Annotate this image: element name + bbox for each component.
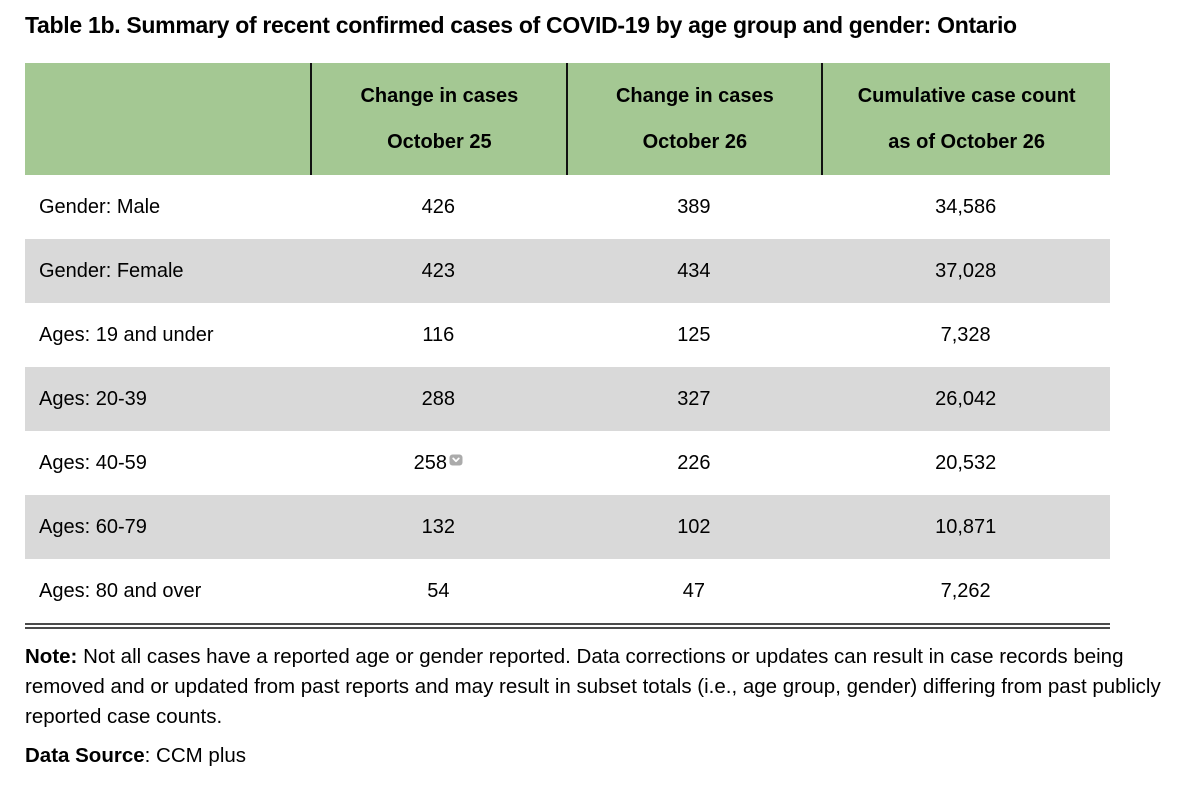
cell-change-oct26: 226 xyxy=(677,451,711,474)
header-col-change-oct25: Change in cases October 25 xyxy=(310,63,566,175)
row-label: Ages: 19 and under xyxy=(39,323,214,346)
cell-change-oct25: 116 xyxy=(422,323,455,346)
header-line2: October 26 xyxy=(642,131,748,153)
cell-cumulative: 34,586 xyxy=(935,195,997,218)
data-source-label: Data Source xyxy=(25,744,145,767)
cell-change-oct25: 258 xyxy=(310,452,566,475)
table-row-ages-20-39: Ages: 20-39 288 327 26,042 xyxy=(25,367,1110,431)
table-row-ages-80-over: Ages: 80 and over 54 47 7,262 xyxy=(25,559,1110,623)
covid-summary-table: Change in cases October 25 Change in cas… xyxy=(25,63,1110,629)
cell-cumulative: 10,871 xyxy=(935,515,997,538)
header-line1: Cumulative case count xyxy=(857,85,1076,107)
header-line2: October 25 xyxy=(387,131,492,153)
chevron-down-badge-icon[interactable] xyxy=(449,454,463,466)
cell-cumulative: 37,028 xyxy=(935,259,997,282)
table-row-gender-male: Gender: Male 426 389 34,586 xyxy=(25,175,1110,239)
cell-change-oct26: 125 xyxy=(677,323,711,346)
data-source-value: : CCM plus xyxy=(144,744,247,767)
header-col-change-oct26: Change in cases October 26 xyxy=(566,63,821,175)
table-row-ages-19-under: Ages: 19 and under 116 125 7,328 xyxy=(25,303,1110,367)
cell-change-oct26: 327 xyxy=(677,387,711,410)
table-row-ages-60-79: Ages: 60-79 132 102 10,871 xyxy=(25,495,1110,559)
cell-change-oct25: 288 xyxy=(421,387,456,410)
table-row-gender-female: Gender: Female 423 434 37,028 xyxy=(25,239,1110,303)
cell-value: 258 xyxy=(413,451,448,474)
cell-cumulative: 7,262 xyxy=(940,579,991,602)
data-source-text: Data Source: CCM plus xyxy=(25,741,1200,771)
table-header-row: Change in cases October 25 Change in cas… xyxy=(25,63,1110,175)
note-label: Note: xyxy=(25,645,78,668)
report-page: Table 1b. Summary of recent confirmed ca… xyxy=(25,12,1200,771)
cell-change-oct25: 132 xyxy=(421,515,456,538)
row-label: Gender: Male xyxy=(39,195,161,218)
cell-cumulative: 26,042 xyxy=(935,387,997,410)
cell-change-oct25: 54 xyxy=(427,579,450,602)
row-label: Gender: Female xyxy=(39,259,184,282)
cell-change-oct26: 434 xyxy=(677,259,711,282)
note-body: Not all cases have a reported age or gen… xyxy=(25,645,1161,728)
header-line2: as of October 26 xyxy=(888,131,1046,153)
cell-change-oct26: 47 xyxy=(682,579,705,602)
table-title: Table 1b. Summary of recent confirmed ca… xyxy=(25,12,1017,38)
cell-change-oct25: 426 xyxy=(421,195,456,218)
header-col-cumulative: Cumulative case count as of October 26 xyxy=(821,63,1110,175)
row-label: Ages: 60-79 xyxy=(39,515,147,538)
cell-change-oct25: 423 xyxy=(421,259,456,282)
row-label: Ages: 80 and over xyxy=(39,579,202,602)
header-empty-cell xyxy=(25,63,310,175)
header-line1: Change in cases xyxy=(360,85,519,107)
note-text: Note: Not all cases have a reported age … xyxy=(25,642,1188,732)
cell-cumulative: 20,532 xyxy=(935,451,997,474)
cell-cumulative: 7,328 xyxy=(940,323,991,346)
cell-change-oct26: 389 xyxy=(677,195,711,218)
row-label: Ages: 40-59 xyxy=(39,451,147,474)
header-line1: Change in cases xyxy=(615,85,774,107)
table-row-ages-40-59: Ages: 40-59 258 226 20,532 xyxy=(25,431,1110,495)
row-label: Ages: 20-39 xyxy=(39,387,147,410)
cell-change-oct26: 102 xyxy=(677,515,711,538)
